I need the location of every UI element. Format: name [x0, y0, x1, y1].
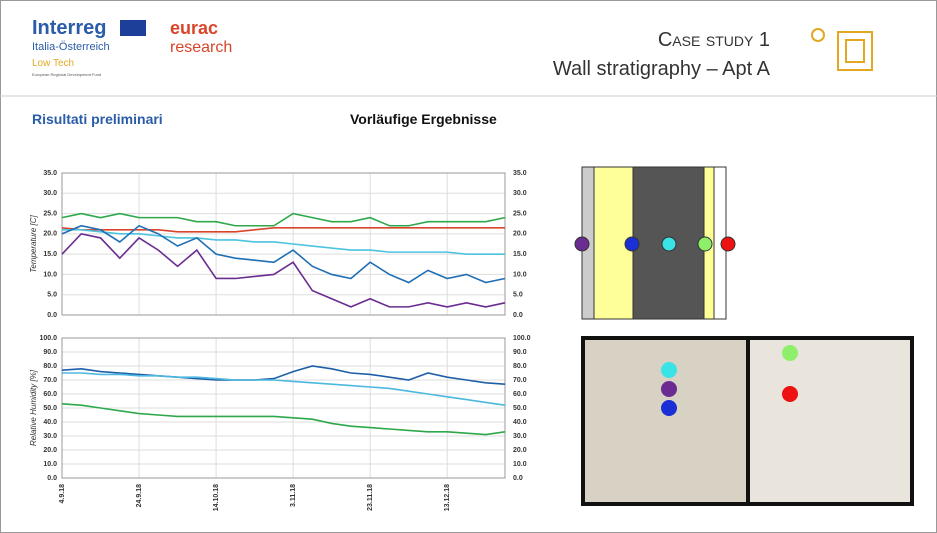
y-tick-label: 50.0: [43, 405, 57, 412]
y-tick-label: 80.0: [43, 363, 57, 370]
x-tick-label: 4.9.18: [59, 484, 66, 504]
y-tick-label: 15.0: [43, 251, 57, 258]
y-tick-label: 30.0: [43, 190, 57, 197]
y2-tick-label: 0.0: [513, 312, 523, 319]
y2-tick-label: 30.0: [513, 190, 527, 197]
series-line: [61, 212, 506, 227]
y2-tick-label: 90.0: [513, 349, 527, 356]
y2-tick-label: 60.0: [513, 391, 527, 398]
y2-tick-label: 10.0: [513, 271, 527, 278]
y-tick-label: 90.0: [43, 349, 57, 356]
x-tick-label: 3.11.18: [290, 484, 297, 507]
slide-subtitle: Wall stratigraphy – Apt A: [553, 58, 771, 80]
series-line: [61, 365, 506, 385]
eu-flag: [120, 20, 146, 36]
series-line: [62, 372, 506, 406]
y2-tick-label: 50.0: [513, 405, 527, 412]
y-tick-label: 40.0: [43, 419, 57, 426]
slide-title: Case study 1: [658, 29, 770, 51]
x-tick-label: 14.10.18: [213, 484, 220, 511]
y2-tick-label: 20.0: [513, 231, 527, 238]
wall-diagram: [574, 166, 736, 320]
y2-tick-label: 10.0: [513, 461, 527, 468]
y2-tick-label: 25.0: [513, 210, 527, 217]
sensor-photos: [581, 336, 914, 506]
y2-tick-label: 15.0: [513, 251, 527, 258]
y-tick-label: 10.0: [43, 271, 57, 278]
series-line: [61, 403, 506, 436]
y-tick-label: 20.0: [43, 447, 57, 454]
y2-tick-label: 0.0: [513, 475, 523, 482]
y2-tick-label: 80.0: [513, 363, 527, 370]
y2-tick-label: 40.0: [513, 419, 527, 426]
y2-tick-label: 35.0: [513, 170, 527, 177]
section-left: Risultati preliminari: [32, 111, 163, 127]
y-tick-label: 0.0: [47, 312, 57, 319]
y-tick-label: 70.0: [43, 377, 57, 384]
logo-sub: Low Tech: [32, 58, 74, 69]
y-axis-label: Temperature [C]: [29, 214, 38, 272]
y2-tick-label: 5.0: [513, 292, 523, 299]
y2-tick-label: 20.0: [513, 447, 527, 454]
x-tick-label: 24.9.18: [136, 484, 143, 507]
section-center: Vorläufige Ergebnisse: [350, 111, 497, 127]
y-tick-label: 0.0: [47, 475, 57, 482]
y-tick-label: 5.0: [47, 292, 57, 299]
y2-tick-label: 30.0: [513, 433, 527, 440]
y-tick-label: 20.0: [43, 231, 57, 238]
sun-window-icon: [811, 28, 873, 71]
series-line: [61, 226, 505, 233]
logo-main: Interreg: [32, 17, 106, 39]
series-line: [61, 232, 506, 308]
y-tick-label: 25.0: [43, 210, 57, 217]
y-tick-label: 35.0: [43, 170, 57, 177]
series-line: [62, 229, 505, 255]
x-tick-label: 23.11.18: [367, 484, 374, 511]
y-tick-label: 60.0: [43, 391, 57, 398]
y-tick-label: 30.0: [43, 433, 57, 440]
eurac-logo: eurac: [170, 18, 218, 38]
y2-tick-label: 100.0: [513, 335, 531, 342]
series-line: [61, 224, 506, 284]
y2-tick-label: 70.0: [513, 377, 527, 384]
x-tick-label: 13.12.18: [444, 484, 451, 511]
y-tick-label: 100.0: [39, 335, 57, 342]
plot-frame: [61, 337, 506, 479]
y-tick-label: 10.0: [43, 461, 57, 468]
eurac-logo-2: research: [170, 39, 232, 56]
plot-frame: [61, 172, 506, 316]
logo-region: Italia-Österreich: [32, 41, 110, 53]
logo-fund: European Regional Development Fund: [32, 72, 101, 77]
y-axis-label: Relative Humidity [%]: [29, 369, 38, 446]
